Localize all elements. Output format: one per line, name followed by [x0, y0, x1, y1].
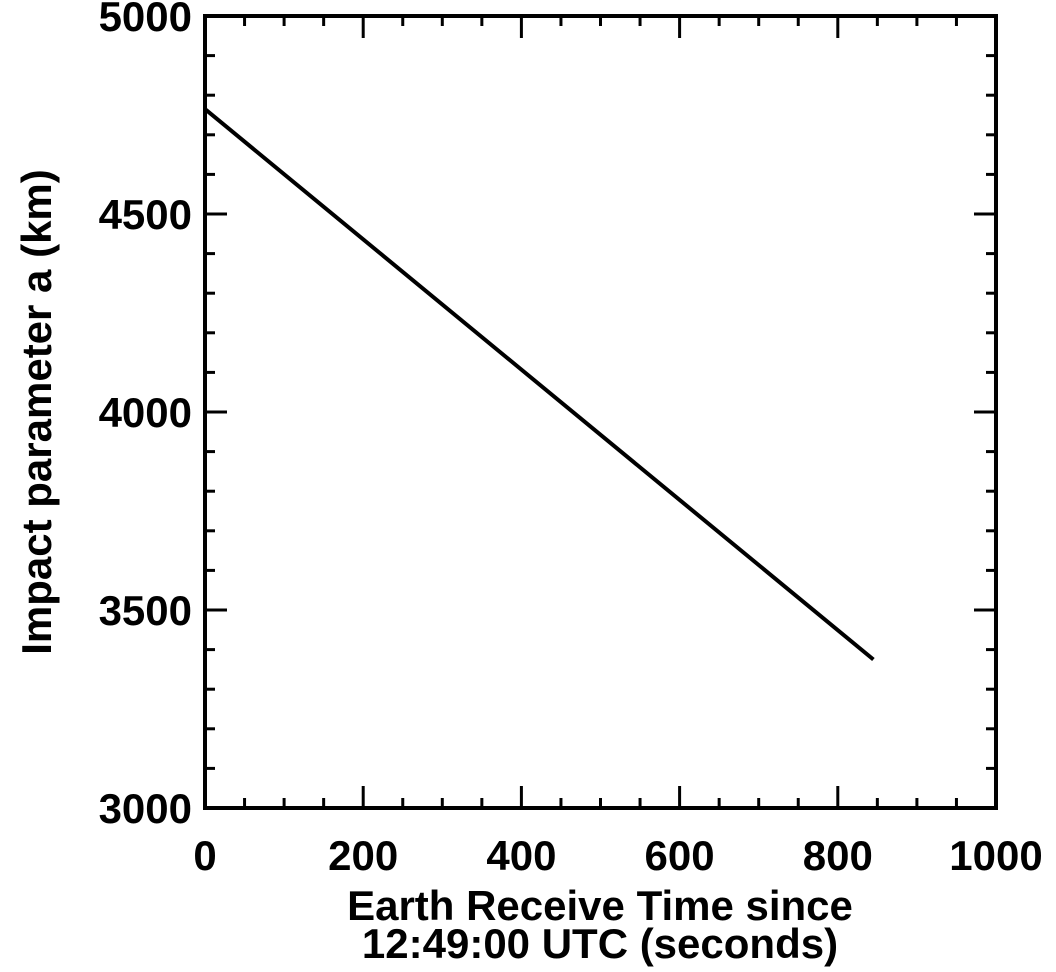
- x-tick-labels: 0 200 400 600 800 1000: [193, 832, 1042, 879]
- y-tick-label: 4000: [99, 389, 192, 436]
- x-axis-label-line-1: Earth Receive Time since: [347, 882, 853, 929]
- x-tick-label: 400: [486, 832, 556, 879]
- y-axis-label: Impact parameter a (km): [13, 169, 60, 655]
- tick-marks: [203, 14, 998, 810]
- y-tick-labels: 3000 3500 4000 4500 5000: [99, 0, 192, 832]
- y-tick-label: 4500: [99, 191, 192, 238]
- x-tick-label: 0: [193, 832, 216, 879]
- y-tick-label: 3500: [99, 587, 192, 634]
- x-tick-label: 200: [328, 832, 398, 879]
- y-tick-label: 5000: [99, 0, 192, 40]
- plot-frame: [203, 14, 998, 810]
- series-layer: [203, 107, 875, 662]
- y-tick-label: 3000: [99, 785, 192, 832]
- x-axis-label-line-2: 12:49:00 UTC (seconds): [362, 920, 838, 967]
- x-tick-label: 600: [645, 832, 715, 879]
- x-tick-label: 800: [803, 832, 873, 879]
- series-line: [203, 107, 875, 662]
- x-tick-label: 1000: [949, 832, 1042, 879]
